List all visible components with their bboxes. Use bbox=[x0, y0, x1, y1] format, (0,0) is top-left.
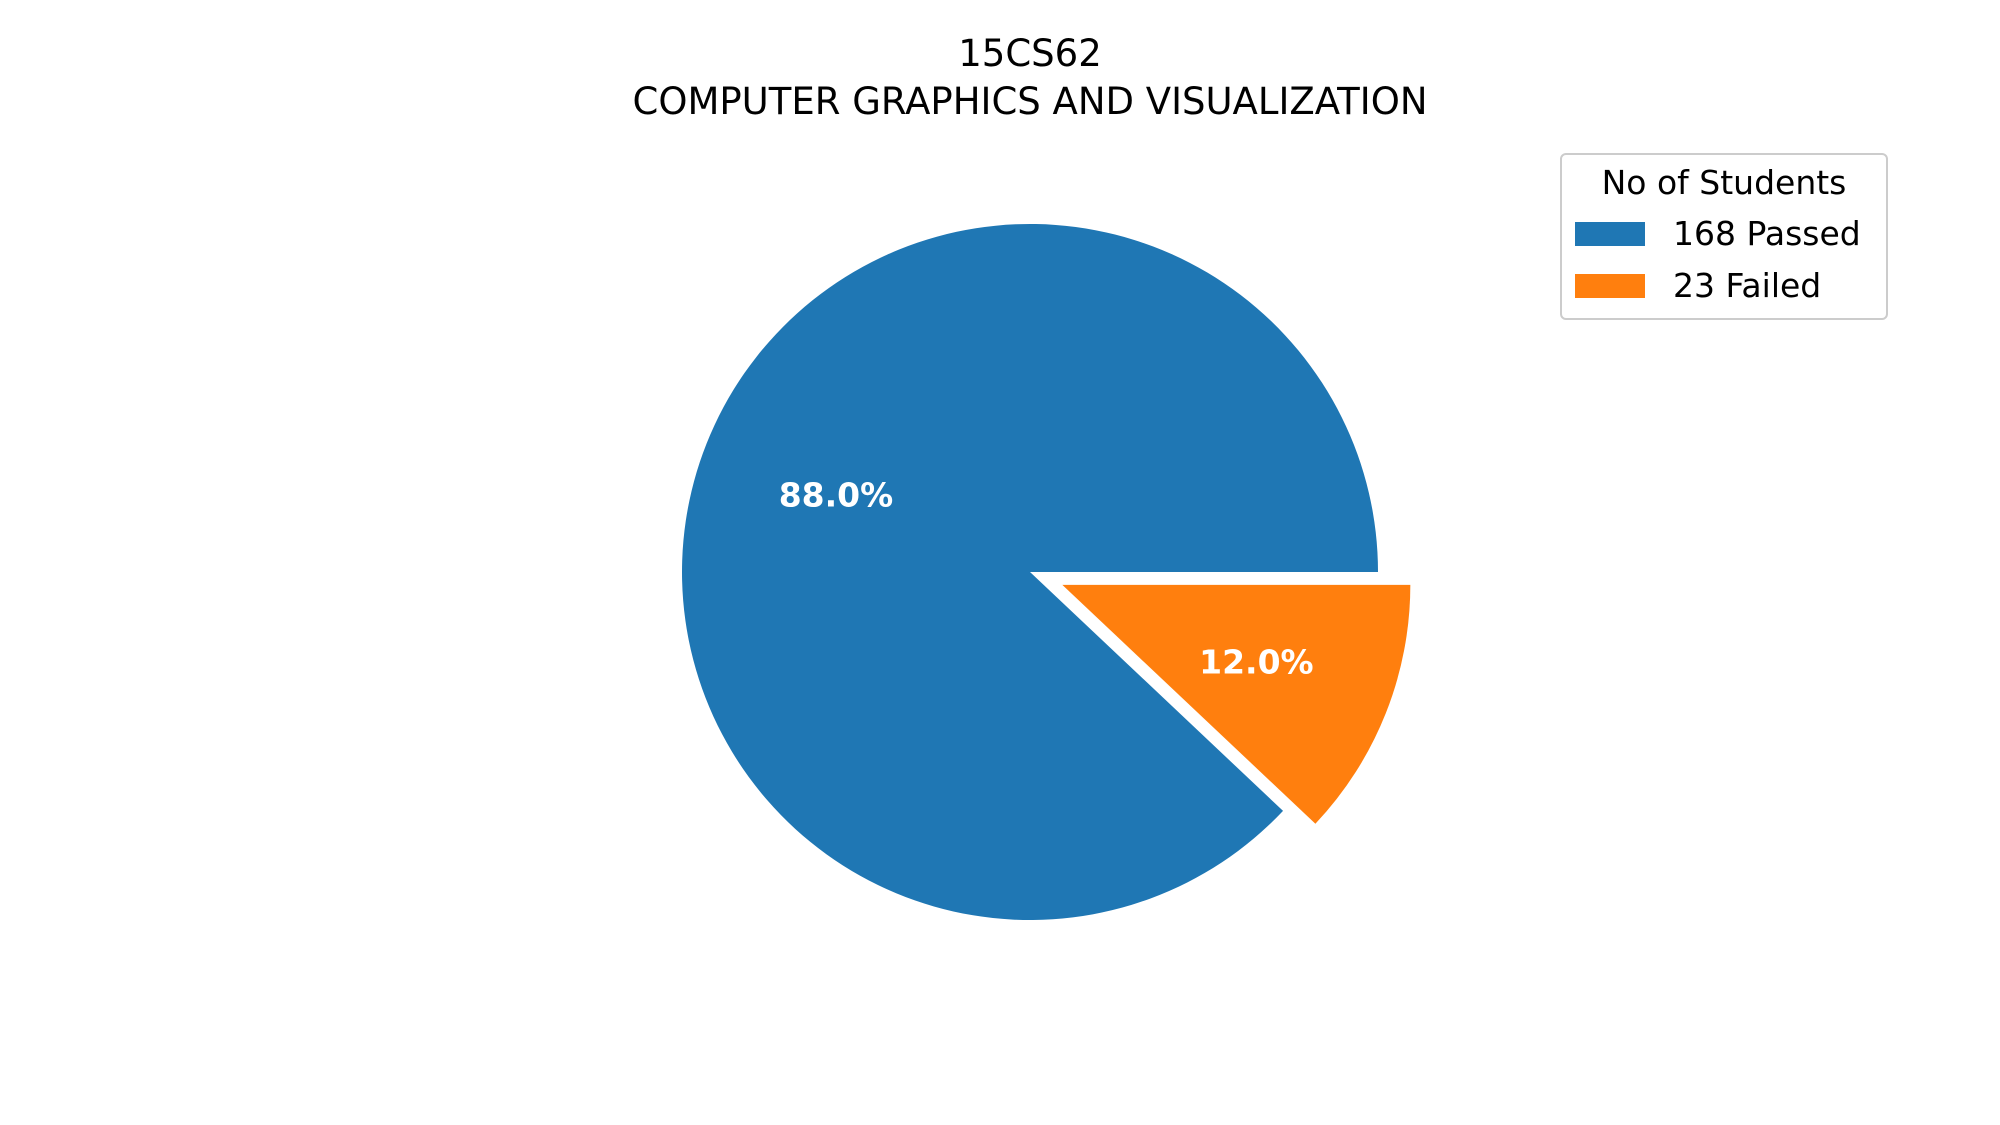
legend-label-passed: 168 Passed bbox=[1673, 214, 1861, 253]
pie-slice-percent-label: 12.0% bbox=[1199, 642, 1314, 681]
chart-title: 15CS62 bbox=[958, 32, 1101, 75]
pie-slices bbox=[682, 223, 1411, 920]
legend-title: No of Students bbox=[1602, 163, 1847, 202]
pie-slice-23-failed bbox=[1062, 584, 1411, 824]
legend-swatch-failed bbox=[1575, 274, 1645, 298]
legend: No of Students 168 Passed 23 Failed bbox=[1560, 153, 1888, 320]
legend-label-failed: 23 Failed bbox=[1673, 266, 1821, 305]
legend-swatch-passed bbox=[1575, 222, 1645, 246]
chart-subtitle: COMPUTER GRAPHICS AND VISUALIZATION bbox=[632, 80, 1427, 123]
pie-slice-percent-label: 88.0% bbox=[779, 475, 894, 514]
pie-slice-labels: 88.0% 12.0% bbox=[779, 475, 1314, 681]
pie-slice-168-passed bbox=[682, 223, 1378, 920]
